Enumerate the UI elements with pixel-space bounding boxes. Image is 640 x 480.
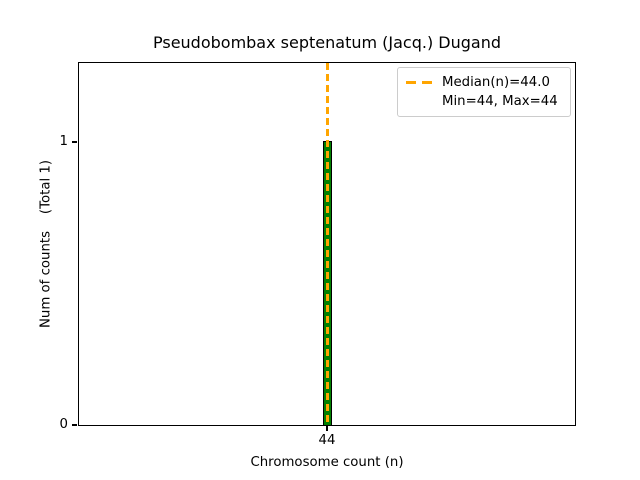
legend-entry-minmax: Min=44, Max=44 <box>406 92 562 111</box>
legend-marker-spacer <box>406 100 433 103</box>
y-tick-label-0: 0 <box>59 417 68 432</box>
y-tick-mark-0 <box>72 424 77 426</box>
y-axis-label: Num of counts (Total 1) <box>38 159 54 329</box>
legend-label-minmax: Min=44, Max=44 <box>442 94 558 109</box>
y-tick-mark-1 <box>72 141 77 143</box>
x-tick-label-44: 44 <box>318 433 336 448</box>
x-tick-mark-44 <box>326 426 328 431</box>
median-dashed-line-icon <box>406 81 433 84</box>
y-tick-label-1: 1 <box>59 134 68 149</box>
legend-entry-median: Median(n)=44.0 <box>406 73 562 92</box>
chart-title: Pseudobombax septenatum (Jacq.) Dugand <box>152 33 501 52</box>
x-axis-label: Chromosome count (n) <box>250 455 404 470</box>
legend-label-median: Median(n)=44.0 <box>442 75 550 90</box>
legend: Median(n)=44.0 Min=44, Max=44 <box>397 67 571 117</box>
median-line <box>325 63 329 425</box>
plot-area: Median(n)=44.0 Min=44, Max=44 <box>78 62 576 426</box>
